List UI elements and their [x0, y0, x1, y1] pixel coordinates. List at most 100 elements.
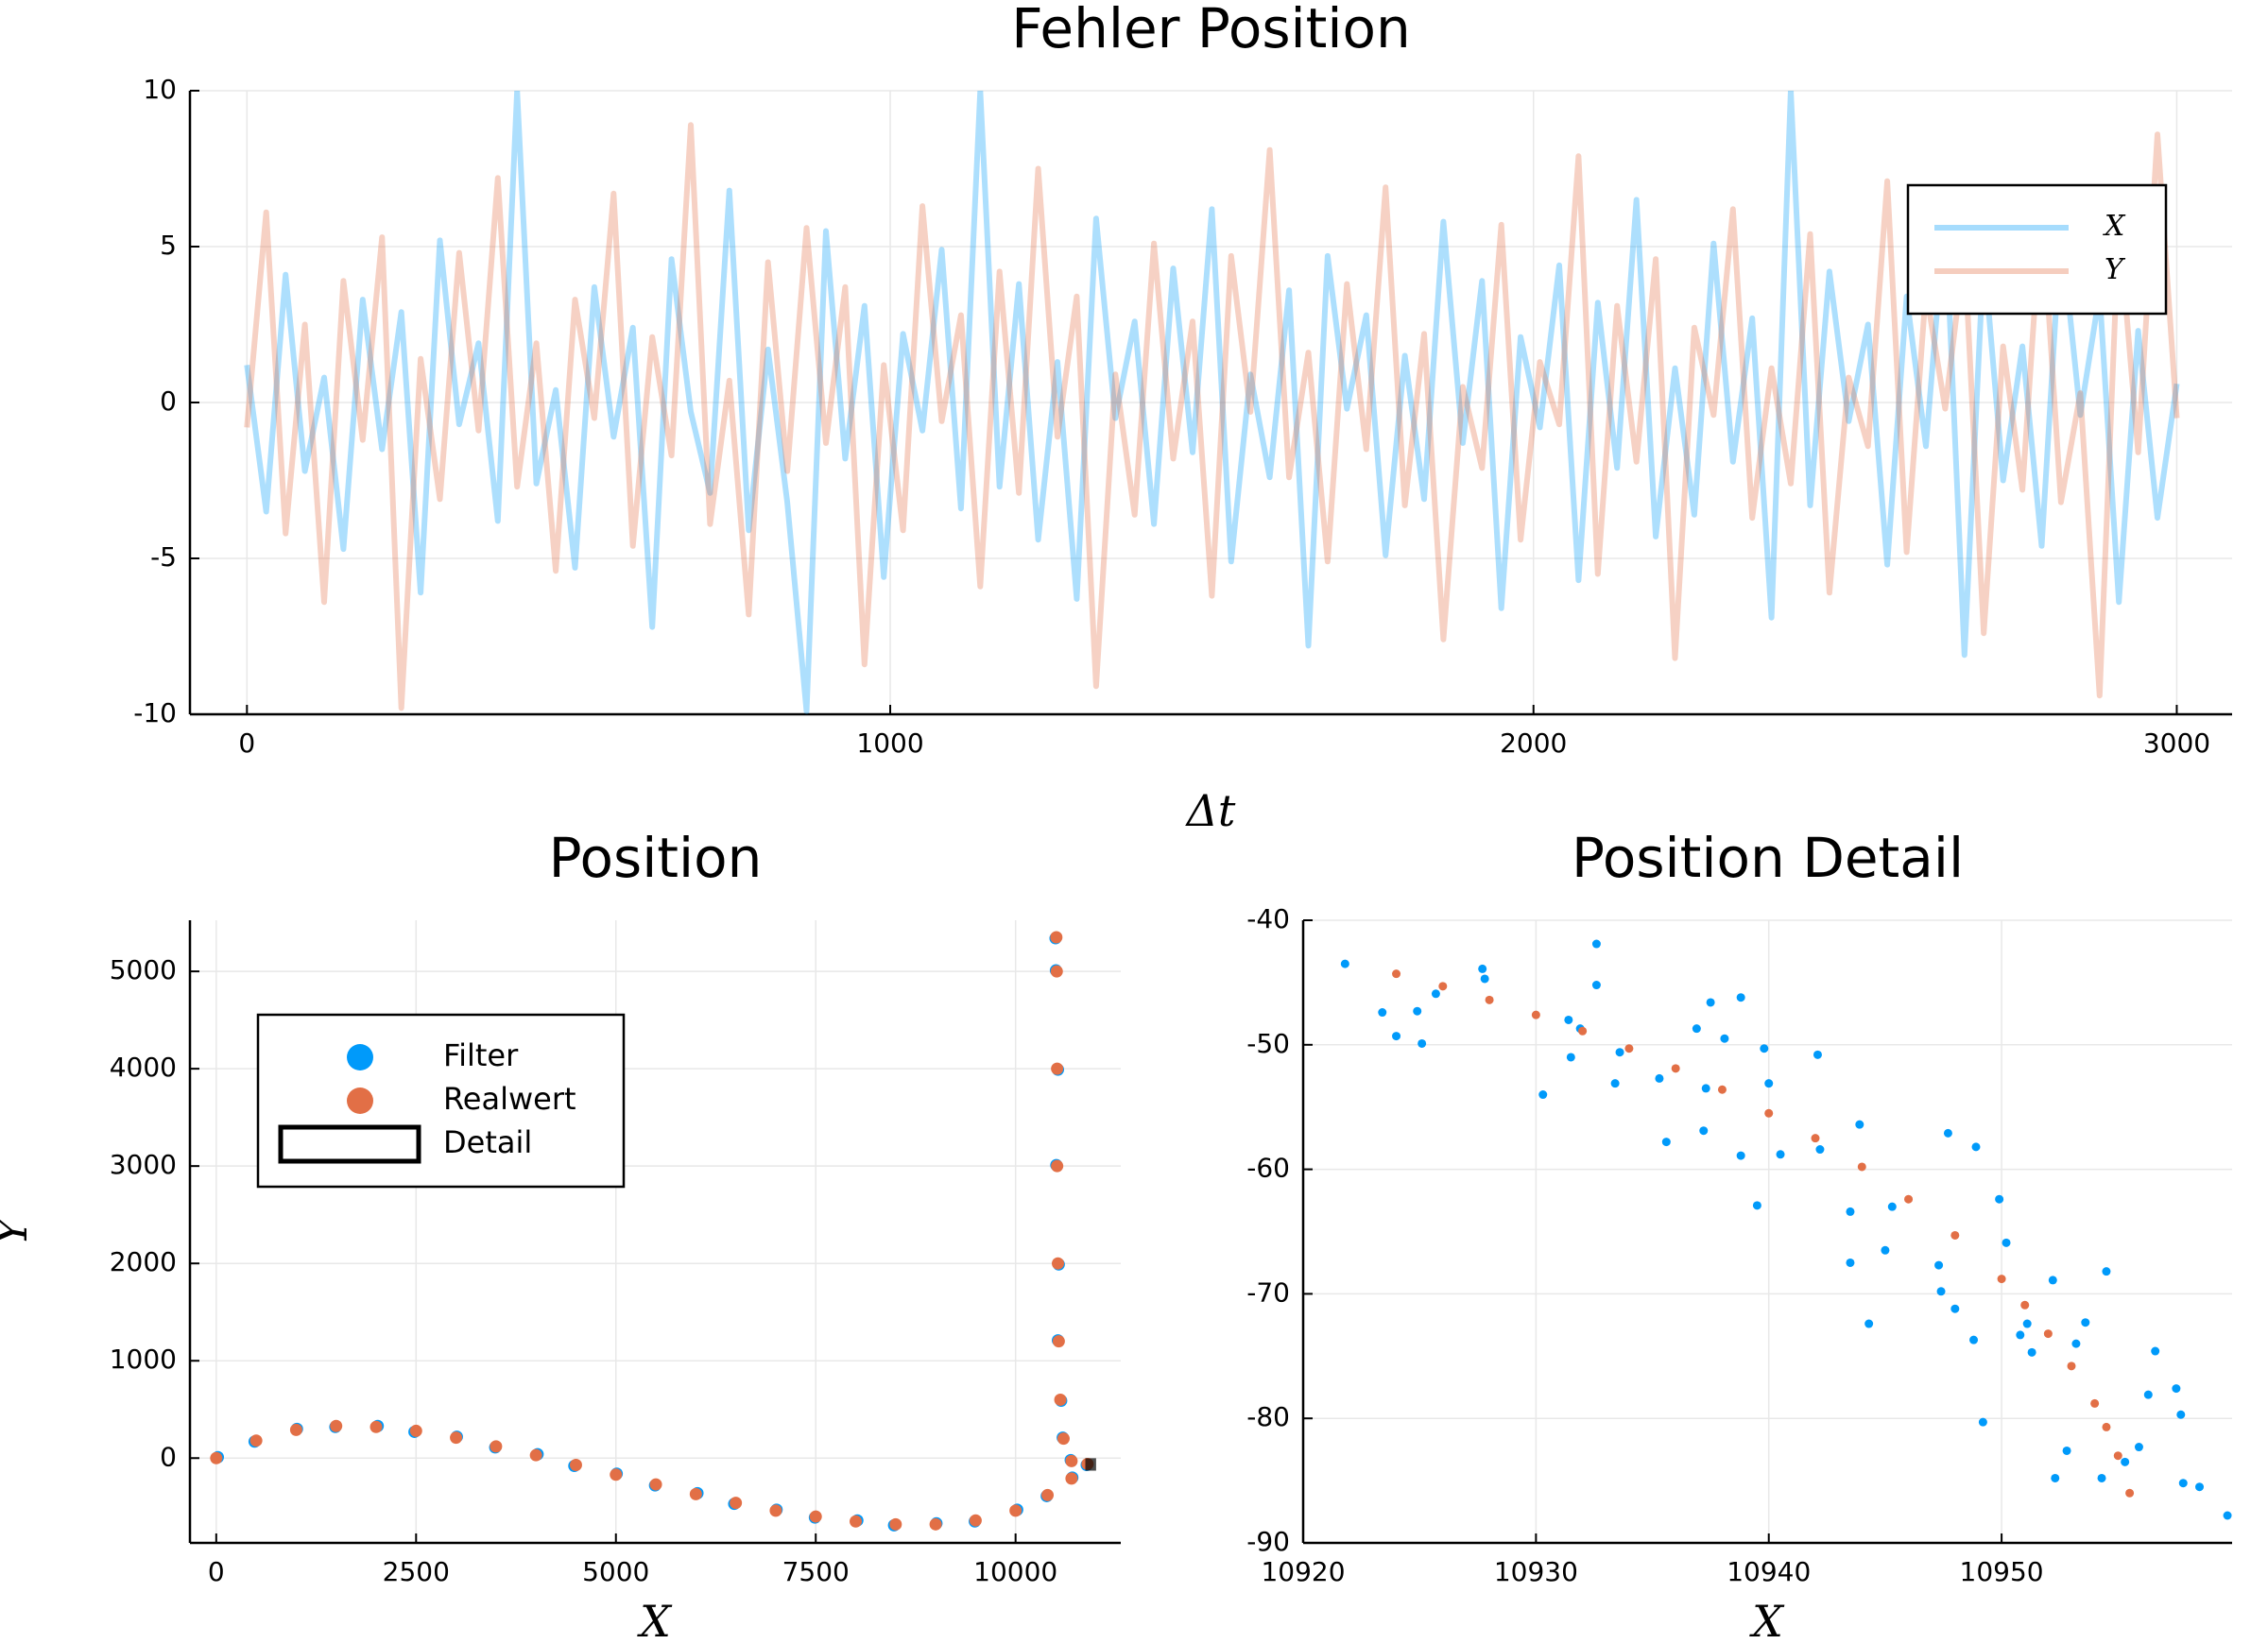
scatter-point [450, 1431, 463, 1445]
scatter-point [1706, 998, 1715, 1007]
scatter-point [1413, 1006, 1422, 1016]
x-tick-label: 10920 [1261, 1556, 1345, 1587]
scatter-point [1538, 1090, 1548, 1100]
scatter-point [2097, 1473, 2106, 1482]
scatter-point [1050, 965, 1063, 978]
scatter-point [1760, 1044, 1769, 1053]
y-tick-label: 3000 [110, 1149, 177, 1180]
scatter-point [1340, 959, 1349, 968]
scatter-point [1050, 931, 1063, 944]
scatter-point [2125, 1488, 2135, 1498]
scatter-point [1591, 981, 1601, 990]
series-line [244, 122, 2180, 711]
scatter-point [210, 1451, 223, 1464]
scatter-point [1054, 1393, 1067, 1406]
series-line [244, 91, 2180, 714]
scatter-point [1857, 1162, 1866, 1172]
y-tick-label: -70 [1246, 1276, 1290, 1308]
scatter-point [1720, 1034, 1729, 1043]
y-tick-label: 5000 [110, 954, 177, 985]
legend-swatch [347, 1044, 373, 1070]
scatter-point [730, 1497, 743, 1510]
scatter-point [1009, 1504, 1022, 1517]
scatter-point [2071, 1339, 2081, 1348]
x-axis-label: Δt [1185, 785, 1236, 836]
plot-area [210, 931, 1096, 1532]
scatter-point [2016, 1330, 2025, 1340]
x-tick-label: 1000 [856, 728, 923, 759]
scatter-point [1392, 969, 1401, 979]
scatter-point [1764, 1079, 1774, 1088]
x-axis-label: X [1749, 1596, 1785, 1644]
scatter-point [1943, 1128, 1952, 1138]
scatter-point [1661, 1138, 1671, 1147]
scatter-point [2121, 1457, 2130, 1466]
scatter-point [1752, 1201, 1761, 1210]
scatter-point [2176, 1410, 2186, 1419]
scatter-point [1936, 1287, 1946, 1296]
scatter-point [1717, 1085, 1727, 1094]
y-tick-label: -10 [133, 697, 177, 728]
plot-area [1340, 939, 2232, 1520]
scatter-point [1065, 1472, 1078, 1485]
scatter-point [1887, 1202, 1897, 1211]
scatter-point [1378, 1008, 1387, 1018]
y-tick-label: 0 [160, 1441, 177, 1472]
scatter-point [1578, 1026, 1588, 1036]
scatter-point [1655, 1073, 1664, 1083]
x-tick-label: 0 [208, 1556, 225, 1587]
scatter-point [1969, 1335, 1979, 1344]
scatter-point [569, 1458, 582, 1471]
scatter-point [1855, 1120, 1864, 1129]
x-axis-label: X [637, 1596, 673, 1644]
scatter-point [1052, 1257, 1065, 1270]
scatter-point [1776, 1150, 1785, 1159]
scatter-point [1950, 1304, 1960, 1313]
scatter-point [409, 1424, 422, 1437]
scatter-point [369, 1420, 383, 1433]
scatter-point [809, 1510, 822, 1523]
scatter-point [1564, 1015, 1573, 1024]
scatter-point [2151, 1346, 2160, 1356]
scatter-point [2102, 1422, 2111, 1431]
scatter-point [2195, 1482, 2205, 1492]
scatter-point [1041, 1488, 1055, 1501]
scatter-point [1971, 1142, 1981, 1152]
scatter-point [2043, 1329, 2053, 1339]
scatter-point [2178, 1479, 2188, 1488]
y-tick-label: -90 [1246, 1526, 1290, 1557]
subplot-title: Position [549, 826, 763, 890]
legend-swatch [347, 1087, 373, 1114]
scatter-point [1065, 1454, 1078, 1467]
scatter-point [1610, 1079, 1620, 1088]
scatter-point [330, 1419, 343, 1432]
x-tick-label: 10930 [1494, 1556, 1578, 1587]
scatter-point [1815, 1145, 1825, 1155]
legend-label: Detail [443, 1124, 532, 1160]
scatter-point [850, 1515, 863, 1528]
legend-swatch [278, 1124, 421, 1164]
scatter-point [1615, 1048, 1624, 1057]
y-tick-label: -80 [1246, 1401, 1290, 1432]
scatter-point [2081, 1318, 2090, 1327]
x-tick-label: 3000 [2143, 728, 2210, 759]
scatter-point [289, 1423, 302, 1436]
subplot: Position X Y 0 2500 5000 7500 10000 0 1000 2000 300… [0, 826, 1121, 1644]
subplot: Fehler Position Δt 0 1000 2000 3000 -10 -5 0 5 10 X… [133, 0, 2232, 836]
y-tick-label: 5 [160, 230, 177, 261]
legend-label: X [2103, 210, 2126, 243]
scatter-point [1978, 1417, 1987, 1427]
y-tick-label: 0 [160, 385, 177, 417]
scatter-point [1052, 1335, 1065, 1348]
x-tick-label: 2500 [383, 1556, 450, 1587]
scatter-point [1881, 1245, 1890, 1255]
scatter-point [1813, 1050, 1822, 1059]
scatter-point [249, 1434, 263, 1447]
scatter-point [2027, 1347, 2036, 1357]
scatter-point [1846, 1258, 1855, 1267]
scatter-point [929, 1517, 942, 1531]
scatter-point [1736, 993, 1745, 1002]
scatter-point [1591, 939, 1601, 949]
subplot-title: Fehler Position [1011, 0, 1411, 60]
scatter-point [1478, 964, 1487, 973]
